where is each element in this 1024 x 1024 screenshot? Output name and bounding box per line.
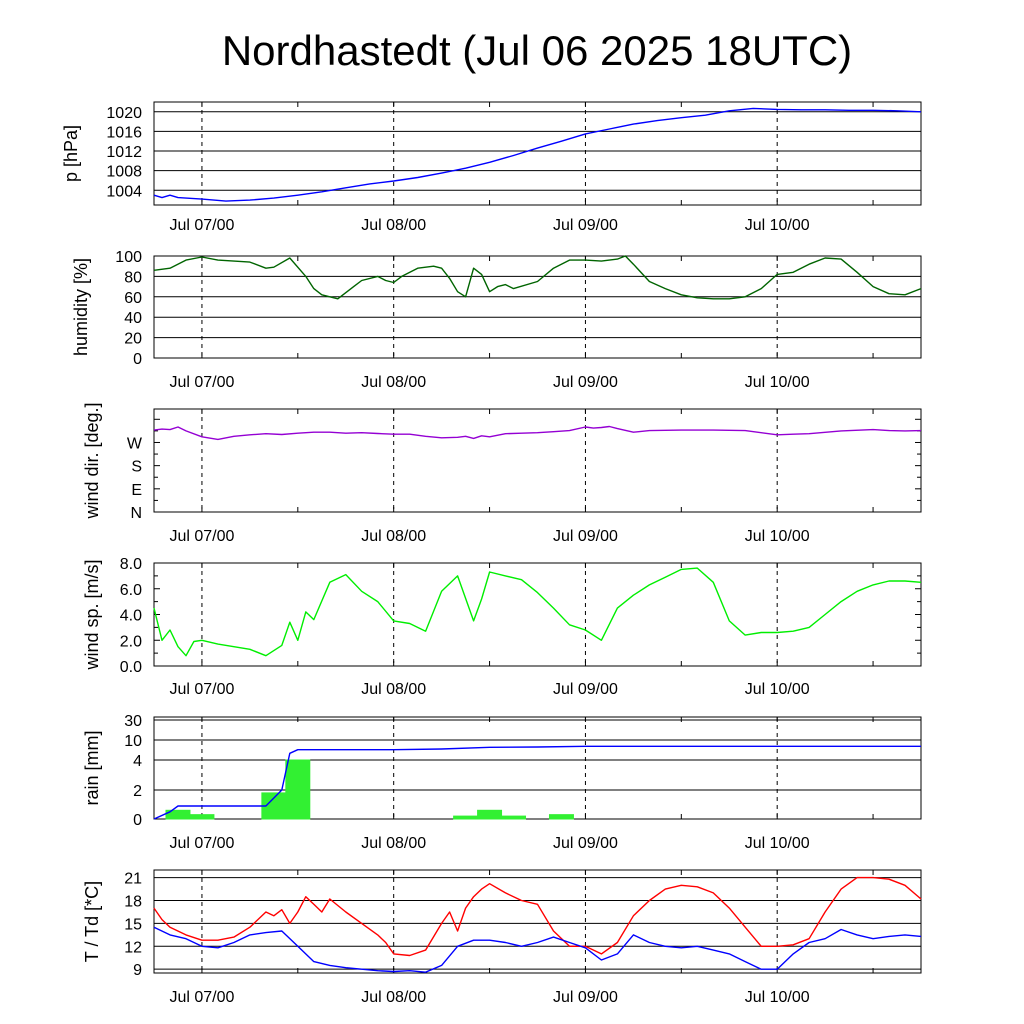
time-label: Jul 08/00 [361,835,426,852]
temperature-series-line-td [153,926,922,973]
rain-bar [501,815,527,820]
wind_direction-axis-title: wind dir. [deg.] [82,402,102,519]
time-label: Jul 09/00 [553,528,618,545]
wind_speed-series-line [153,567,922,657]
wind_speed-frame [153,562,922,667]
y-tick-label: 80 [124,269,142,286]
time-label: Jul 08/00 [361,681,426,698]
y-tick-label: 2.0 [120,633,142,650]
pressure-frame [153,101,922,206]
y-tick-label: 9 [133,962,142,979]
time-label: Jul 07/00 [169,374,234,391]
time-label: Jul 08/00 [361,374,426,391]
rain-bar [285,759,311,820]
time-label: Jul 10/00 [745,681,810,698]
humidity-series-line [153,255,922,300]
time-label: Jul 07/00 [169,681,234,698]
y-tick-label: 100 [115,249,142,266]
y-tick-label: 1012 [106,144,142,161]
time-label: Jul 07/00 [169,217,234,234]
y-tick-label: 1020 [106,105,142,122]
wind_direction-frame [153,408,922,513]
y-tick-label: 4 [133,753,142,770]
humidity-frame [153,255,922,359]
rain-bar [189,814,215,820]
y-tick-label: S [131,459,142,476]
y-tick-label: 0.0 [120,659,142,676]
y-tick-label: 2 [133,783,142,800]
time-label: Jul 10/00 [745,528,810,545]
time-label: Jul 10/00 [745,217,810,234]
y-tick-label: 1004 [106,183,142,200]
time-label: Jul 10/00 [745,835,810,852]
time-label: Jul 07/00 [169,835,234,852]
time-label: Jul 10/00 [745,989,810,1006]
y-tick-label: N [130,505,142,522]
rain-series-line-accumulated [153,745,921,820]
rain-bar [477,809,503,820]
y-tick-label: E [131,482,142,499]
time-label: Jul 09/00 [553,835,618,852]
y-tick-label: 15 [124,916,142,933]
y-tick-label: 4.0 [120,608,142,625]
y-tick-label: 0 [133,812,142,829]
y-tick-label: 8.0 [120,556,142,573]
temperature-frame [153,869,922,974]
time-label: Jul 09/00 [553,374,618,391]
pressure-series-line [153,107,922,202]
y-tick-label: 40 [124,310,142,327]
time-label: Jul 08/00 [361,217,426,234]
y-tick-label: 1016 [106,124,142,141]
y-tick-label: 0 [133,351,142,368]
y-tick-label: 1008 [106,164,142,181]
time-label: Jul 08/00 [361,989,426,1006]
time-label: Jul 10/00 [745,374,810,391]
time-label: Jul 08/00 [361,528,426,545]
y-tick-label: W [127,435,143,452]
pressure-panel: 1004 1008 1012 1016 1020 p [hPa] Jul 07/00 Jul … [61,101,922,234]
rain-panel: 0 2 4 10 30 rain [mm] Jul 07/00 Jul 08/00 Jul 09… [82,713,922,852]
humidity-axis-title: humidity [%] [71,258,91,356]
time-label: Jul 09/00 [553,681,618,698]
temperature-axis-title: T / Td [*C] [82,881,102,962]
y-tick-label: 21 [124,871,142,888]
temperature-series-line-t [153,876,922,957]
rain-bar [548,814,574,820]
y-tick-label: 30 [124,713,142,730]
y-tick-label: 12 [124,939,142,956]
rain-axis-title: rain [mm] [82,730,102,805]
temperature-panel: 9 12 15 18 21 T / Td [*C] Jul 07/00 Jul 08/00 Ju… [82,869,922,1006]
time-label: Jul 09/00 [553,989,618,1006]
wind_speed-panel: 0.0 2.0 4.0 6.0 8.0 wind sp. [m/s] Jul 07/00 Ju… [82,556,922,698]
rain-frame [153,716,922,820]
humidity-panel: 0 20 40 60 80 100 humidity [%] Jul 07/00 Jul 08/… [71,249,922,391]
wind_direction-series-line [153,425,922,441]
pressure-axis-title: p [hPa] [61,125,81,182]
time-label: Jul 07/00 [169,989,234,1006]
y-tick-label: 6.0 [120,582,142,599]
y-tick-label: 18 [124,894,142,911]
y-tick-label: 60 [124,290,142,307]
wind_speed-axis-title: wind sp. [m/s] [82,559,102,670]
time-label: Jul 09/00 [553,217,618,234]
y-tick-label: 10 [124,733,142,750]
y-tick-label: 20 [124,331,142,348]
time-label: Jul 07/00 [169,528,234,545]
rain-bar [453,815,479,820]
page-title: Nordhastedt (Jul 06 2025 18UTC) [221,27,853,74]
